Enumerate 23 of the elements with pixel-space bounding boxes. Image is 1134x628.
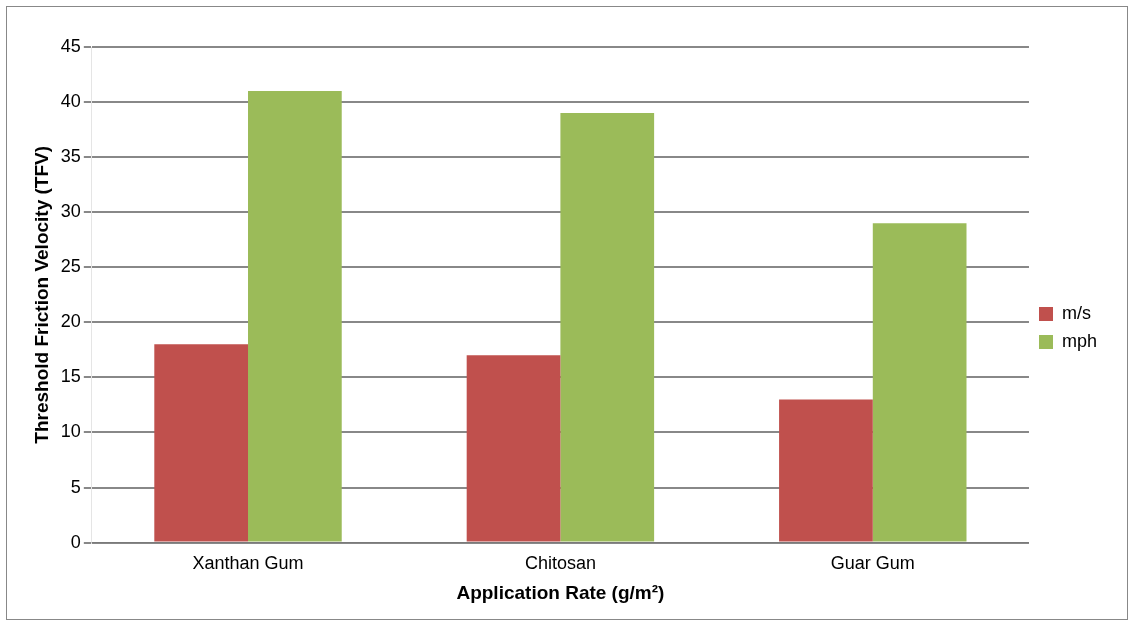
y-tick-label: 0 <box>70 531 81 552</box>
y-tick-label: 35 <box>60 146 81 167</box>
bar <box>466 355 561 542</box>
y-tick-label: 25 <box>60 256 81 277</box>
y-tick-label: 45 <box>60 35 81 56</box>
legend-label: mph <box>1061 330 1097 351</box>
y-tick-label: 40 <box>60 91 81 112</box>
bar <box>779 399 873 542</box>
x-tick-label: Guar Gum <box>830 553 915 574</box>
y-tick-label: 5 <box>70 476 81 497</box>
bar <box>560 113 655 542</box>
y-tick-label: 15 <box>60 366 81 387</box>
y-tick-label: 30 <box>60 201 81 222</box>
x-tick-label: Chitosan <box>524 553 596 574</box>
legend-label: m/s <box>1061 302 1091 323</box>
y-tick-label: 10 <box>60 421 81 442</box>
y-tick-label: 20 <box>60 311 81 332</box>
bar <box>154 344 249 542</box>
x-tick-label: Xanthan Gum <box>192 553 304 574</box>
y-axis-title: Threshold Friction Velocity (TFV) <box>30 145 52 444</box>
bar <box>248 91 342 542</box>
bar <box>872 223 967 542</box>
x-axis-title: Application Rate (g/m²) <box>456 581 665 603</box>
